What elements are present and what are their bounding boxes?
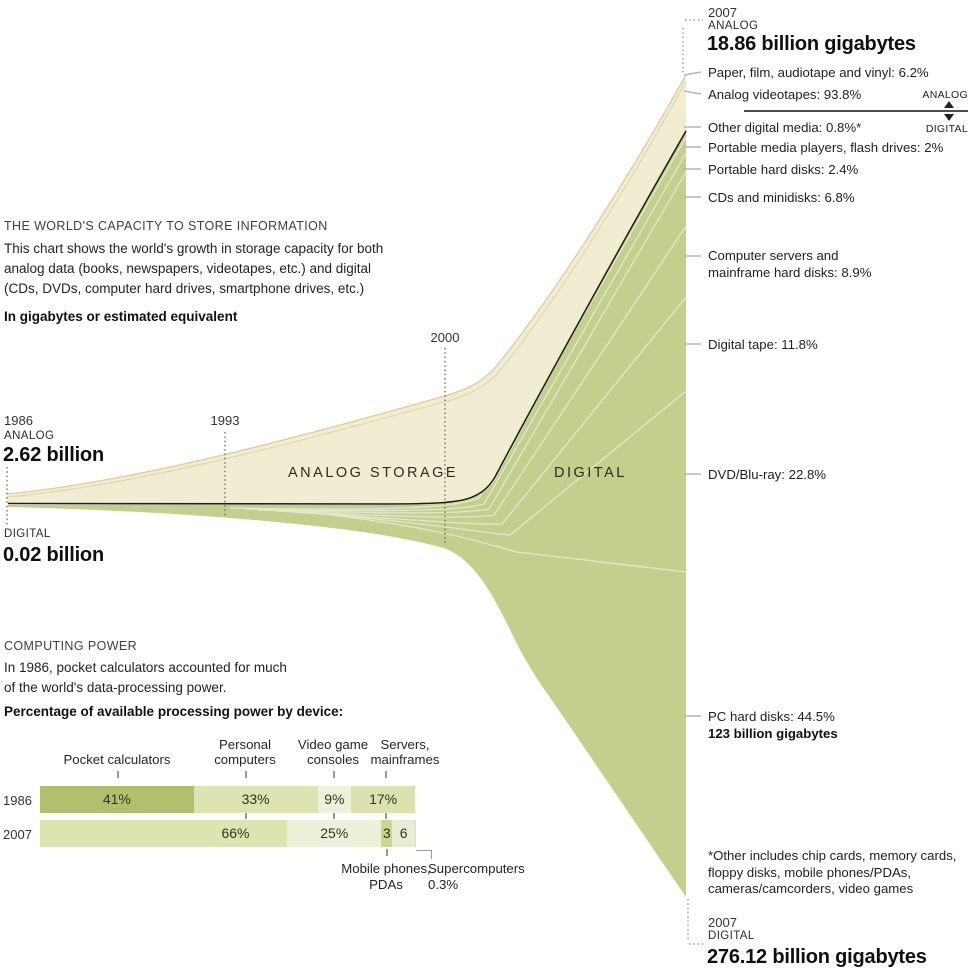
callout-mobile-phones: Mobile phones, PDAs xyxy=(341,861,431,892)
mid-tick xyxy=(333,813,335,819)
digital-2007-value: 276.12 billion gigabytes xyxy=(707,946,927,968)
header-tick xyxy=(385,771,387,778)
analog-1986-label: ANALOG xyxy=(4,430,55,442)
bar-segment xyxy=(414,820,417,847)
arrow-down-icon xyxy=(944,114,954,121)
callout-supercomputers: Supercomputers 0.3% xyxy=(428,861,525,892)
digital-1986-label: DIGITAL xyxy=(4,528,51,540)
bar-segment-label: 6 xyxy=(399,825,408,841)
bar-segment-label: 25% xyxy=(320,825,349,841)
bar-segment: 9% xyxy=(317,786,352,813)
digital-divider-line xyxy=(229,136,687,510)
header-pocket-calculators: Pocket calculators xyxy=(63,752,171,767)
digital-2007-year: 2007 xyxy=(708,915,737,930)
header-personal-computers: Personal computers xyxy=(214,737,276,767)
bar-segment-label: 41% xyxy=(102,791,131,807)
label-digital-tape: Digital tape: 11.8% xyxy=(708,337,818,352)
storage-kicker: THE WORLD'S CAPACITY TO STORE INFORMATIO… xyxy=(4,219,328,233)
bar-segment: 6 xyxy=(392,820,415,847)
analog-1986-value: 2.62 billion xyxy=(3,444,104,466)
bar-row: 66% 25% 3 6 xyxy=(40,820,417,847)
header-tick xyxy=(117,771,119,778)
bar-segment-label: 9% xyxy=(324,791,345,807)
label-portable-hd: Portable hard disks: 2.4% xyxy=(708,162,859,177)
year-1986-label: 1986 xyxy=(4,413,33,428)
label-dvd: DVD/Blu-ray: 22.8% xyxy=(708,467,826,482)
digital-divider-line xyxy=(274,225,687,518)
header-tick xyxy=(333,771,335,778)
label-ticks xyxy=(683,71,702,717)
digital-divider-line xyxy=(309,390,687,536)
year-1993-label: 1993 xyxy=(210,413,240,428)
analog-divider-line xyxy=(6,80,687,498)
analog-2007-year: 2007 xyxy=(708,5,737,20)
bar-year-2007: 2007 xyxy=(3,827,32,842)
mobile-tick xyxy=(386,849,388,856)
digital-1986-value: 0.02 billion xyxy=(3,544,104,566)
label-paper: Paper, film, audiotape and vinyl: 6.2% xyxy=(708,65,929,80)
mid-tick xyxy=(385,813,387,819)
digital-divider-line xyxy=(257,171,687,514)
tick-paper xyxy=(683,71,702,76)
header-video-game-consoles: Video game consoles xyxy=(297,737,369,767)
tick-videotapes xyxy=(683,90,702,95)
power-kicker: COMPUTING POWER xyxy=(4,639,138,653)
bar-segment: 17% xyxy=(351,786,415,813)
digital-divider-line xyxy=(244,152,687,512)
label-videotapes: Analog videotapes: 93.8% xyxy=(708,87,862,102)
analog-top-edge xyxy=(6,74,687,495)
bar-segment: 25% xyxy=(287,820,382,847)
bar-segment-label: 17% xyxy=(369,791,398,807)
footnote: *Other includes chip cards, memory cards… xyxy=(708,848,957,896)
legend-analog: ANALOG xyxy=(922,89,968,101)
storage-description: This chart shows the world's growth in s… xyxy=(4,241,384,296)
unit-note: In gigabytes or estimated equivalent xyxy=(4,309,238,324)
analog-digital-boundary xyxy=(7,130,687,505)
bar-segment-label: 3 xyxy=(382,825,391,841)
bar-segment: 66% xyxy=(40,820,288,847)
analog-2007-value: 18.86 billion gigabytes xyxy=(707,33,916,55)
label-cds: CDs and minidisks: 6.8% xyxy=(708,190,855,205)
bar-segment-label: 33% xyxy=(241,791,270,807)
analog-band xyxy=(7,75,686,504)
arrow-up-icon xyxy=(944,101,954,108)
digital-band-label: DIGITAL xyxy=(554,465,627,481)
digital-divider-line xyxy=(329,514,687,573)
bar-segment: 41% xyxy=(40,786,194,813)
bar-segment: 3 xyxy=(381,820,393,847)
analog-digital-separator xyxy=(744,110,968,112)
digital-2007-label: DIGITAL xyxy=(708,930,755,942)
leader-dots xyxy=(682,19,704,945)
label-pc-hard-disks: PC hard disks: 44.5% xyxy=(708,709,835,724)
bar-row: 41% 33% 9% 17% xyxy=(40,786,415,813)
supercomputer-connector xyxy=(416,850,432,859)
header-tick xyxy=(245,771,247,778)
label-servers: Computer servers and mainframe hard disk… xyxy=(708,248,872,280)
power-subtitle: Percentage of available processing power… xyxy=(4,704,344,719)
label-other-digital: Other digital media: 0.8%* xyxy=(708,120,862,135)
analog-band-label: ANALOG STORAGE xyxy=(288,465,459,481)
label-players: Portable media players, flash drives: 2% xyxy=(708,140,944,155)
bar-year-1986: 1986 xyxy=(3,793,32,808)
bar-segment-label: 66% xyxy=(221,825,250,841)
bar-segment: 33% xyxy=(193,786,318,813)
header-servers-mainframes: Servers, mainframes xyxy=(370,737,440,767)
mid-tick xyxy=(245,813,247,819)
legend-digital: DIGITAL xyxy=(925,123,968,135)
label-pc-absolute: 123 billion gigabytes xyxy=(708,726,838,741)
year-gridlines xyxy=(6,348,446,543)
power-description: In 1986, pocket calculators accounted fo… xyxy=(4,660,287,695)
year-2000-label: 2000 xyxy=(430,330,460,345)
analog-2007-label: ANALOG xyxy=(708,20,759,32)
